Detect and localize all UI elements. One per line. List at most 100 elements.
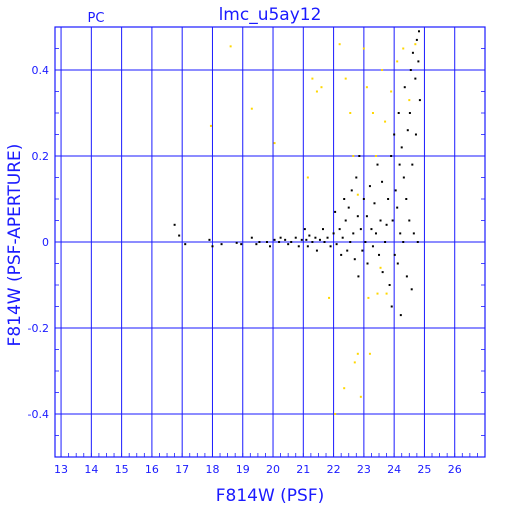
yellow-data-point bbox=[384, 120, 387, 123]
x-tick-label: 25 bbox=[417, 463, 431, 476]
black-data-point bbox=[323, 241, 326, 243]
yellow-data-point bbox=[338, 43, 341, 46]
black-data-point bbox=[390, 155, 393, 157]
x-tick-label: 13 bbox=[54, 463, 68, 476]
yellow-data-point bbox=[367, 296, 370, 299]
black-data-point bbox=[396, 206, 399, 209]
black-data-point bbox=[350, 189, 353, 192]
black-data-point bbox=[355, 176, 358, 179]
black-data-point bbox=[381, 271, 384, 274]
black-data-point bbox=[411, 51, 414, 54]
yellow-data-point bbox=[349, 112, 352, 114]
black-data-point bbox=[405, 275, 408, 278]
black-data-point bbox=[391, 219, 394, 222]
yellow-data-point bbox=[320, 86, 323, 89]
corner-label: PC bbox=[88, 11, 105, 26]
black-data-point bbox=[365, 215, 368, 218]
black-data-point bbox=[405, 198, 408, 200]
black-data-point bbox=[357, 275, 360, 278]
x-tick-labels: 13 14 15 16 17 18 19 20 21 22 23 24 25 26 bbox=[54, 463, 462, 476]
black-data-point bbox=[269, 245, 271, 248]
yellow-data-point bbox=[229, 45, 232, 48]
chart-title: lmc_u5ay12 bbox=[219, 5, 322, 25]
yellow-data-point bbox=[368, 352, 371, 355]
black-data-point bbox=[343, 198, 346, 200]
yellow-data-point bbox=[371, 112, 374, 114]
yellow-data-point bbox=[353, 361, 356, 364]
data-points bbox=[173, 30, 421, 415]
black-data-point bbox=[265, 241, 268, 243]
yellow-data-point bbox=[359, 395, 362, 398]
x-tick-label: 18 bbox=[205, 463, 219, 476]
black-data-point bbox=[326, 236, 329, 239]
black-data-point bbox=[366, 262, 369, 265]
black-data-point bbox=[374, 232, 377, 235]
black-data-point bbox=[368, 185, 371, 188]
black-data-point bbox=[173, 223, 176, 226]
black-data-point bbox=[250, 236, 253, 239]
black-data-point bbox=[393, 253, 396, 256]
black-data-point bbox=[361, 249, 364, 252]
y-axis-label: F814W (PSF-APERTURE) bbox=[5, 144, 25, 347]
black-data-point bbox=[396, 262, 399, 265]
yellow-data-point bbox=[396, 60, 399, 63]
black-data-point bbox=[410, 288, 413, 291]
black-data-point bbox=[314, 236, 317, 239]
black-data-point bbox=[379, 219, 382, 222]
black-data-point bbox=[258, 241, 261, 243]
black-data-point bbox=[378, 253, 381, 256]
black-data-point bbox=[341, 236, 344, 239]
black-data-point bbox=[356, 215, 359, 218]
black-data-point bbox=[371, 245, 374, 248]
yellow-data-point bbox=[414, 43, 417, 46]
yellow-data-point bbox=[334, 413, 337, 415]
grid bbox=[55, 26, 485, 458]
black-data-point bbox=[403, 86, 406, 89]
black-data-point bbox=[308, 234, 311, 237]
black-data-point bbox=[408, 112, 411, 114]
x-tick-label: 17 bbox=[175, 463, 189, 476]
yellow-data-point bbox=[273, 142, 276, 145]
yellow-data-point bbox=[365, 86, 368, 89]
black-data-point bbox=[373, 202, 376, 205]
black-data-point bbox=[399, 314, 402, 317]
black-data-point bbox=[315, 249, 318, 252]
black-data-point bbox=[409, 69, 412, 71]
yellow-data-point bbox=[344, 77, 347, 80]
yellow-data-point bbox=[343, 387, 346, 390]
yellow-data-point bbox=[306, 176, 309, 179]
black-data-point bbox=[417, 30, 420, 33]
black-data-point bbox=[353, 258, 356, 261]
yellow-data-point bbox=[356, 352, 359, 355]
x-tick-label: 26 bbox=[448, 463, 462, 476]
y-tick-label: -0.4 bbox=[28, 408, 49, 421]
black-data-point bbox=[297, 245, 300, 248]
yellow-data-point bbox=[250, 107, 253, 110]
y-tick-label: -0.2 bbox=[28, 322, 49, 335]
black-data-point bbox=[411, 163, 414, 166]
black-data-point bbox=[393, 133, 396, 136]
black-data-point bbox=[321, 228, 324, 231]
black-data-point bbox=[290, 241, 293, 243]
black-data-point bbox=[362, 198, 365, 200]
black-data-point bbox=[279, 236, 282, 239]
black-data-point bbox=[359, 228, 362, 231]
black-data-point bbox=[385, 223, 388, 226]
black-data-point bbox=[416, 241, 419, 243]
black-data-point bbox=[412, 232, 415, 235]
yellow-data-point bbox=[381, 69, 384, 71]
black-data-point bbox=[381, 180, 384, 183]
x-tick-label: 22 bbox=[327, 463, 341, 476]
black-data-point bbox=[394, 189, 397, 192]
yellow-data-point bbox=[356, 193, 359, 196]
black-data-point bbox=[240, 243, 243, 246]
yellow-data-point bbox=[379, 266, 382, 269]
black-data-point bbox=[255, 243, 258, 246]
black-data-point bbox=[208, 238, 211, 241]
black-data-point bbox=[402, 241, 405, 243]
x-tick-label: 24 bbox=[387, 463, 401, 476]
yellow-data-point bbox=[328, 296, 331, 299]
black-data-point bbox=[352, 232, 355, 235]
